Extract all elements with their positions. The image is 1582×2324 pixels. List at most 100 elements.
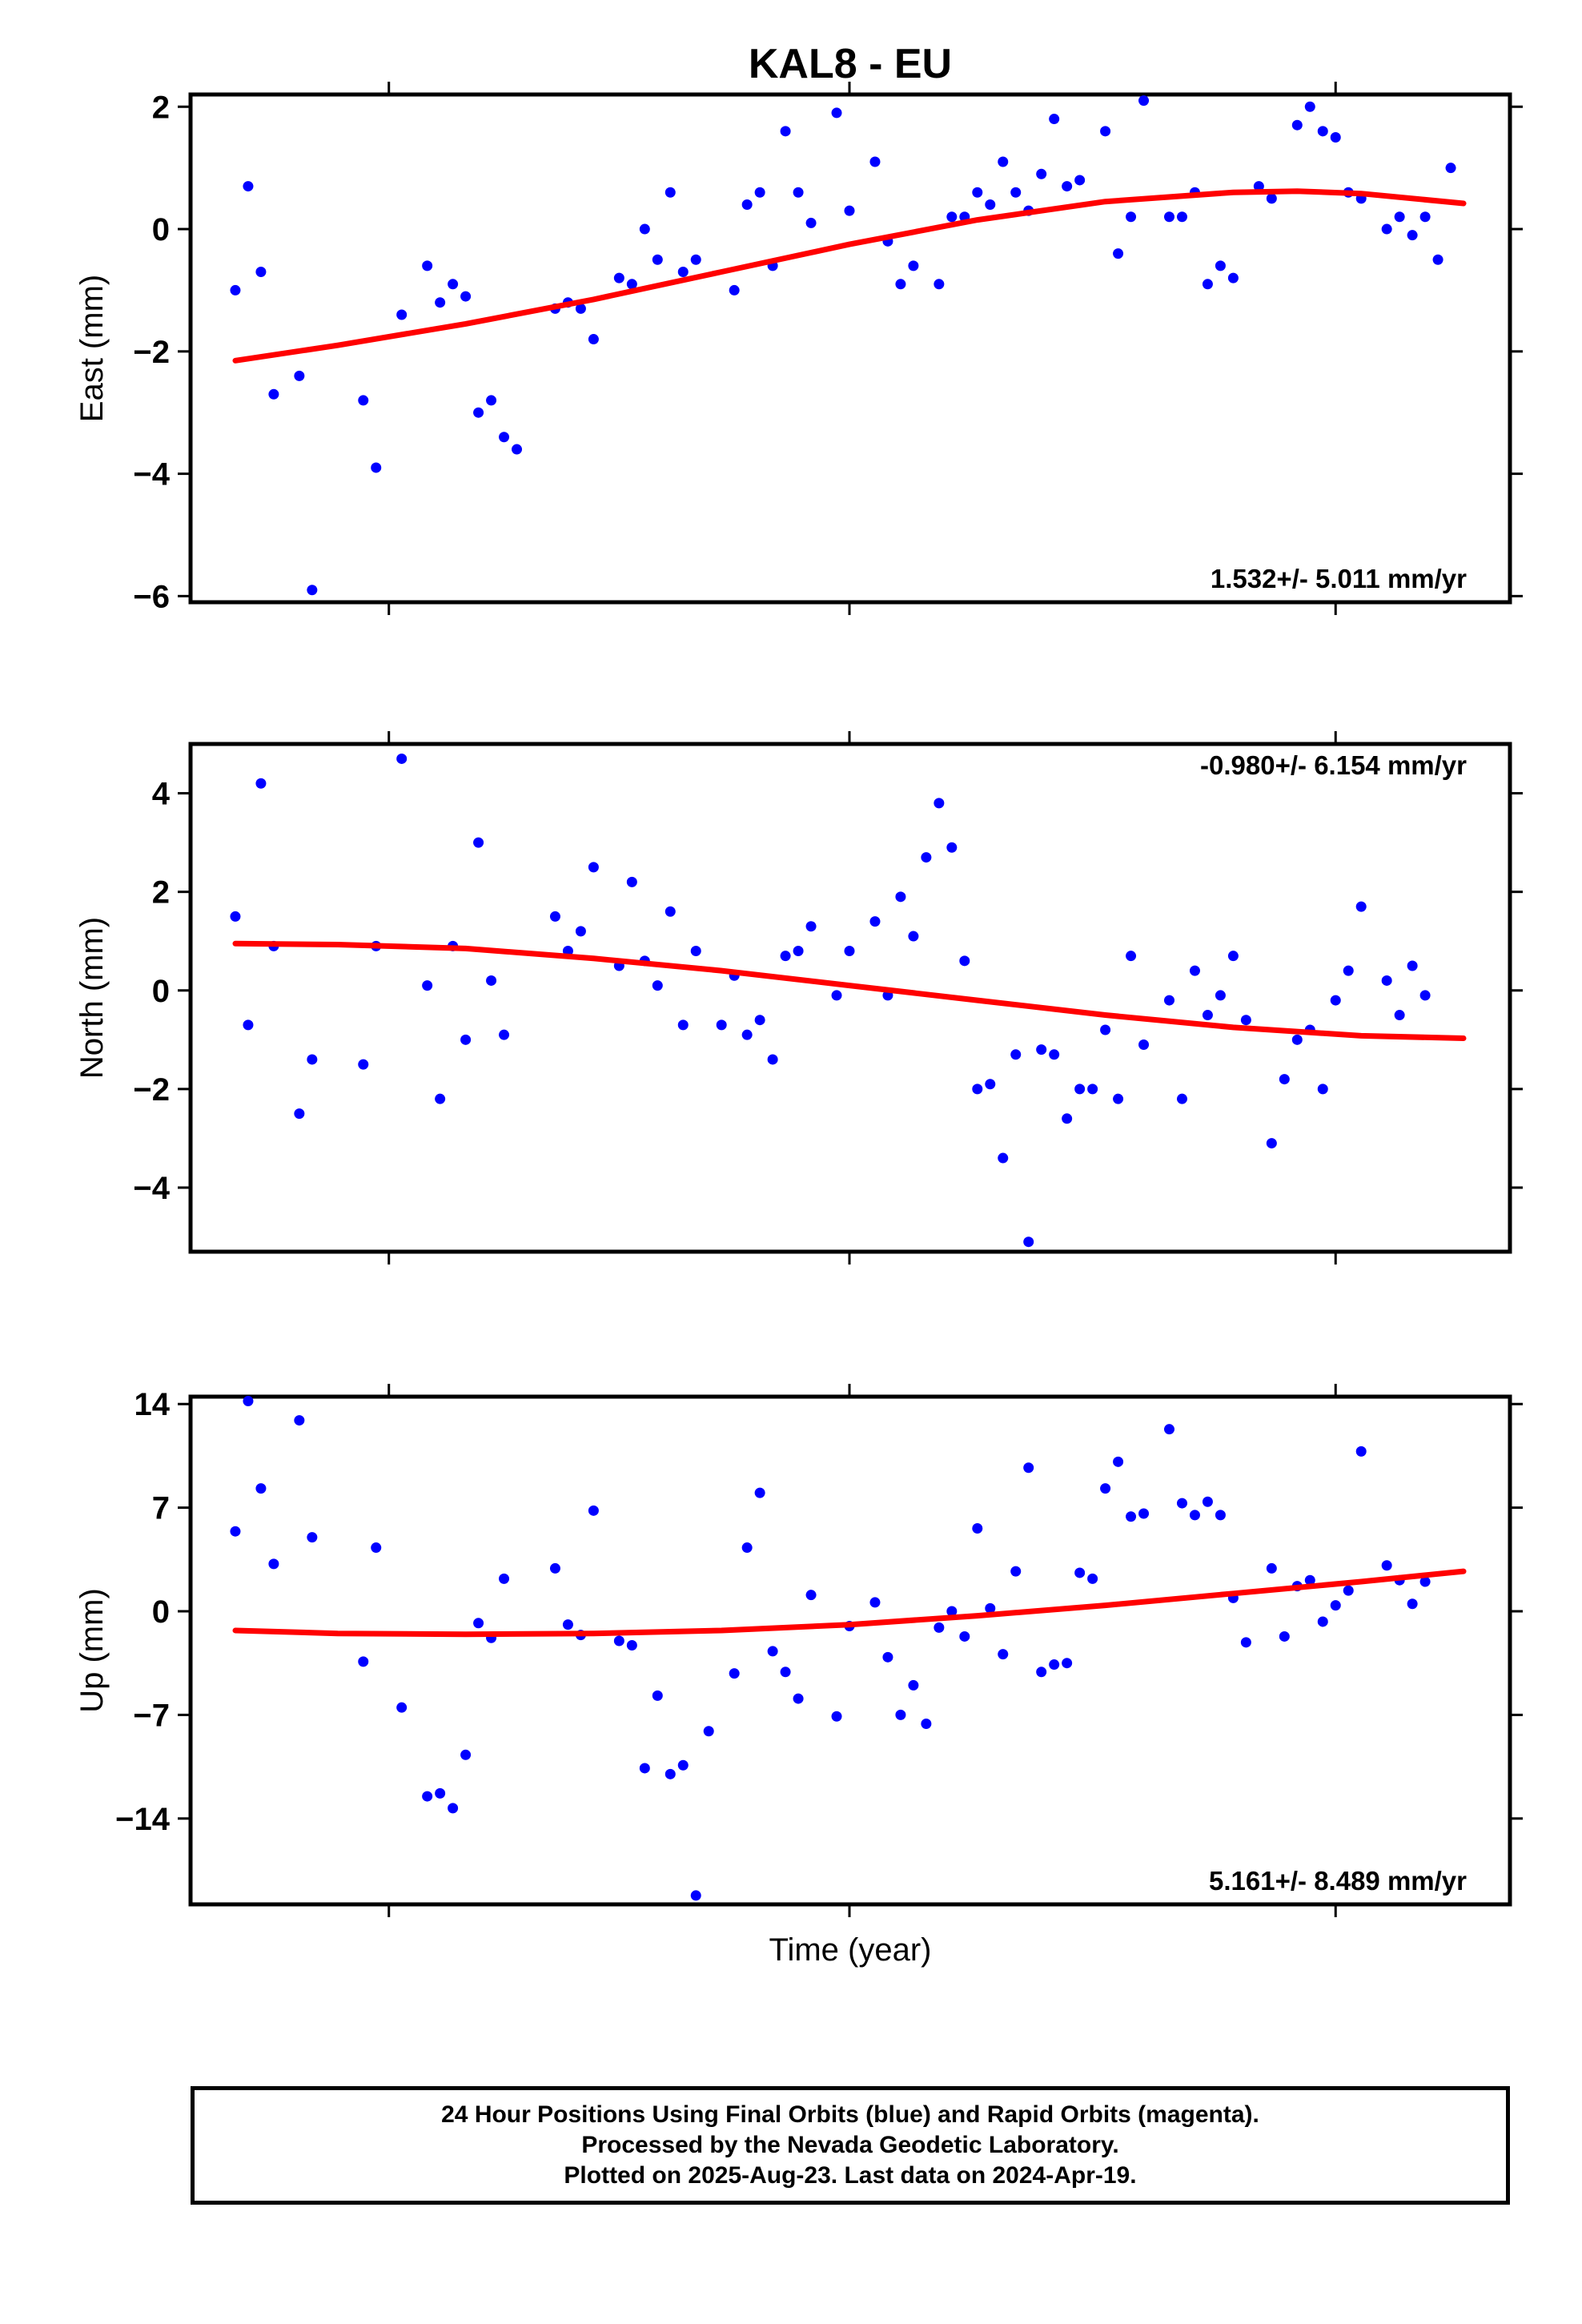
data-point	[972, 1084, 983, 1095]
data-point	[1279, 1074, 1290, 1085]
data-point	[1432, 254, 1443, 265]
data-point	[1010, 187, 1022, 198]
data-point	[831, 1711, 842, 1722]
data-point	[1279, 1630, 1290, 1642]
data-point	[230, 1526, 241, 1537]
data-point	[230, 911, 241, 922]
data-point	[1381, 1560, 1392, 1571]
data-point	[869, 156, 881, 167]
data-point	[895, 279, 906, 290]
data-point	[1036, 1044, 1047, 1055]
data-point	[754, 187, 765, 198]
data-point	[895, 891, 906, 903]
data-point	[1266, 193, 1277, 204]
data-point	[729, 284, 740, 296]
data-point	[613, 272, 624, 283]
data-point	[793, 187, 804, 198]
data-point	[793, 946, 804, 957]
data-point	[677, 1759, 689, 1771]
data-point	[1330, 131, 1341, 143]
data-point	[972, 187, 983, 198]
velocity-rate-label: 1.532+/- 5.011 mm/yr	[1211, 564, 1467, 593]
data-point	[985, 1079, 996, 1090]
data-point	[716, 1019, 727, 1031]
trend-fit-line	[232, 188, 1467, 364]
data-point	[1113, 1093, 1124, 1104]
y-axis-label: North (mm)	[74, 917, 110, 1079]
data-point	[677, 1019, 689, 1031]
y-tick-label: 0	[152, 212, 170, 247]
data-point	[1100, 1024, 1111, 1035]
data-point	[908, 1679, 919, 1691]
data-point	[1317, 1084, 1328, 1095]
data-point	[1330, 1600, 1341, 1611]
data-point	[1062, 1113, 1073, 1124]
data-point	[562, 1619, 573, 1630]
data-point	[626, 279, 637, 290]
data-point	[998, 1649, 1009, 1660]
data-point	[998, 1152, 1009, 1164]
data-point	[460, 1749, 472, 1760]
data-point	[371, 1542, 382, 1554]
data-point	[473, 837, 484, 848]
data-point	[294, 1415, 305, 1426]
data-point	[882, 1651, 893, 1663]
data-point	[1074, 1084, 1086, 1095]
data-point	[1189, 1510, 1200, 1521]
data-point	[1304, 1574, 1315, 1586]
data-point	[1010, 1049, 1022, 1060]
data-point	[1100, 1483, 1111, 1494]
data-point	[307, 1532, 318, 1543]
data-point	[805, 217, 817, 228]
y-tick-label: −2	[133, 335, 170, 370]
data-point	[1291, 1034, 1303, 1045]
data-point	[1202, 1496, 1213, 1507]
figure-title: KAL8 - EU	[749, 41, 952, 87]
data-point	[1023, 1236, 1034, 1248]
data-point	[1215, 1510, 1226, 1521]
data-point	[1010, 1566, 1022, 1577]
data-point	[435, 297, 446, 308]
data-point	[1266, 1138, 1277, 1149]
trend-fit-line	[232, 1568, 1467, 1638]
data-point	[473, 1618, 484, 1629]
data-point	[1215, 260, 1226, 271]
footer-line-1: 24 Hour Positions Using Final Orbits (bl…	[441, 2101, 1259, 2128]
data-point	[1304, 101, 1315, 112]
data-point	[1202, 1010, 1213, 1021]
data-point	[1317, 126, 1328, 137]
data-point	[460, 291, 472, 302]
data-point	[422, 980, 433, 991]
data-point	[422, 260, 433, 271]
data-point	[1074, 175, 1086, 186]
data-point	[1240, 1015, 1251, 1026]
data-point	[652, 980, 663, 991]
data-point	[908, 260, 919, 271]
y-tick-label: 7	[152, 1491, 170, 1526]
data-point	[448, 279, 459, 290]
data-point	[1074, 1567, 1086, 1578]
data-point	[1291, 119, 1303, 131]
data-point	[255, 778, 267, 789]
velocity-rate-label: -0.980+/- 6.154 mm/yr	[1200, 750, 1467, 780]
y-tick-label: −6	[133, 579, 170, 614]
data-point	[1126, 951, 1137, 962]
data-point	[1138, 1508, 1150, 1519]
data-point	[741, 1029, 753, 1040]
data-point	[639, 223, 650, 235]
data-point	[575, 926, 586, 937]
data-point	[998, 156, 1009, 167]
data-point	[499, 1029, 510, 1040]
y-tick-label: 2	[152, 90, 170, 125]
data-point	[1394, 211, 1405, 223]
data-point	[435, 1093, 446, 1104]
y-tick-label: −4	[133, 457, 170, 493]
data-point	[1126, 211, 1137, 223]
data-point	[549, 911, 560, 922]
data-point	[844, 205, 855, 216]
data-point	[1138, 95, 1150, 107]
data-point	[396, 753, 408, 764]
data-point	[831, 990, 842, 1001]
data-point	[575, 303, 586, 314]
